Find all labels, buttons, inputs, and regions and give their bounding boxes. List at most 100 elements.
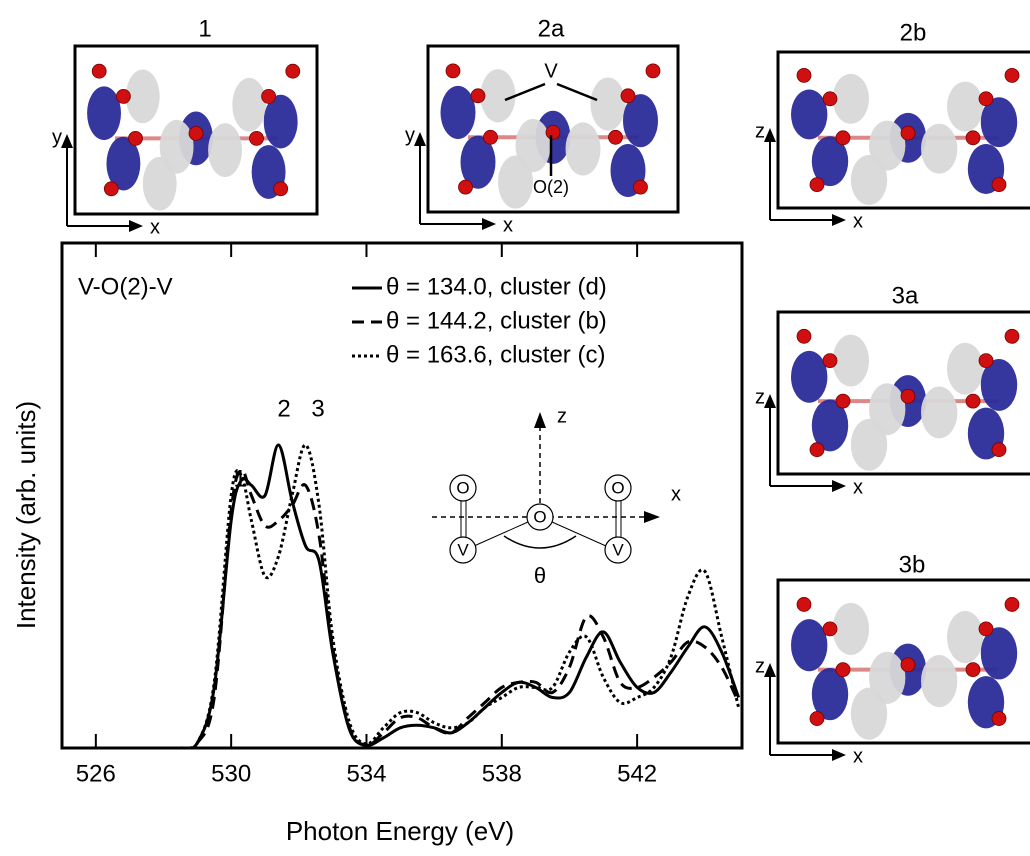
atom-label: O	[533, 507, 546, 526]
panel-frame	[776, 578, 1030, 745]
bond	[473, 521, 529, 547]
series-line	[179, 468, 740, 748]
panel-axis-label: x	[503, 214, 513, 236]
orbital-lobe	[811, 399, 849, 452]
orbital-lobe	[791, 619, 828, 672]
panel-arrow	[832, 214, 846, 226]
atom	[604, 474, 632, 502]
annotation-arrow	[504, 82, 546, 102]
orbital-panel: 3b z x	[755, 551, 1030, 767]
oxygen-atom	[261, 89, 277, 104]
oxygen-atom	[545, 124, 561, 140]
panel-arrow	[414, 132, 426, 146]
orbital-lobe	[590, 77, 626, 131]
inset-arrow	[644, 511, 660, 523]
orbital-lobe	[850, 687, 888, 740]
panel-arrow	[764, 394, 776, 408]
orbital-lobe	[832, 73, 869, 124]
oxygen-atom	[978, 621, 994, 637]
atom	[604, 536, 632, 564]
orbital-lobe	[791, 89, 828, 140]
oxygen-atom	[116, 89, 131, 104]
inset-arrow	[534, 412, 546, 428]
bond	[551, 521, 607, 547]
panel-axis-label: x	[853, 745, 863, 767]
angle-arc	[503, 535, 577, 549]
orbital-lobe	[811, 668, 849, 721]
orbital-panel: 2b z x	[755, 19, 1030, 232]
atom	[449, 474, 477, 502]
orbital-lobe	[811, 136, 849, 187]
orbital-lobe	[947, 342, 984, 395]
orbital-panel: 1 y x	[52, 15, 319, 238]
legend-label: θ = 144.2, cluster (b)	[386, 307, 607, 334]
x-tick-label: 526	[76, 760, 116, 787]
oxygen-atom	[458, 179, 473, 195]
oxygen-atom	[965, 130, 981, 146]
oxygen-atom	[900, 388, 916, 404]
oxygen-atom	[645, 63, 661, 79]
orbital-lobe	[947, 610, 984, 664]
orbital-lobe	[980, 97, 1018, 148]
orbital-lobe	[565, 122, 601, 176]
geometry-inset: z x O V O O Vθ	[432, 405, 681, 588]
orbital-lobe	[498, 155, 533, 209]
oxygen-atom	[445, 63, 461, 79]
legend-label: θ = 134.0, cluster (d)	[386, 273, 607, 300]
oxygen-atom	[1004, 68, 1020, 83]
orbital-lobe	[921, 386, 958, 439]
oxygen-atom	[809, 711, 825, 726]
annotation-arrow	[556, 82, 598, 102]
oxygen-atom	[796, 328, 812, 344]
oxygen-atom	[978, 353, 994, 369]
oxygen-atom	[822, 91, 838, 107]
oxygen-atom	[470, 88, 486, 104]
atom-label: O	[456, 478, 469, 497]
oxygen-atom	[822, 353, 838, 369]
orbital-lobe	[515, 119, 551, 173]
panel-axis-label: y	[405, 124, 415, 146]
annotation: O(2)	[533, 177, 569, 197]
panel-arrow	[482, 218, 496, 230]
oxygen-atom	[796, 68, 812, 83]
atom	[526, 503, 554, 531]
oxygen-atom	[273, 181, 289, 197]
oxygen-atom	[91, 63, 107, 79]
orbital-lobe	[623, 94, 658, 148]
orbital-lobe	[980, 358, 1018, 411]
oxygen-atom	[608, 129, 623, 145]
orbital-lobe	[440, 85, 476, 139]
peak-label: 2	[277, 395, 290, 422]
oxygen-atom	[620, 88, 636, 104]
orbital-lobe	[142, 156, 177, 211]
oxygen-atom	[835, 662, 851, 678]
chart-label: V-O(2)-V	[78, 273, 173, 300]
inset-axis-label: x	[671, 483, 681, 505]
oxygen-atom	[103, 181, 119, 197]
peak-label: 1	[233, 465, 246, 492]
panel-axis-label: y	[52, 126, 62, 148]
orbital-lobe	[832, 602, 869, 655]
x-axis-label: Photon Energy (eV)	[286, 816, 514, 846]
atom-label: V	[612, 540, 624, 559]
peak-label: 3	[311, 395, 324, 422]
orbital-lobe	[232, 77, 267, 132]
y-axis-label: Intensity (arb. units)	[11, 401, 41, 629]
panel-arrow	[764, 663, 776, 677]
panel-title: 3b	[899, 551, 926, 578]
panel-title: 2a	[538, 15, 565, 42]
oxygen-atom	[965, 393, 981, 409]
orbital-lobe	[850, 418, 888, 471]
orbital-lobe	[869, 651, 906, 704]
orbital-lobe	[947, 81, 984, 132]
oxygen-atom	[796, 597, 812, 612]
panel-title: 1	[198, 15, 211, 42]
orbital-lobe	[87, 86, 121, 141]
orbital-lobe	[208, 123, 242, 178]
oxygen-atom	[835, 130, 851, 146]
atom	[449, 536, 477, 564]
oxygen-atom	[835, 393, 851, 409]
x-tick-label: 542	[617, 760, 657, 787]
panel-frame	[426, 44, 680, 214]
panel-title: 3a	[892, 282, 919, 309]
